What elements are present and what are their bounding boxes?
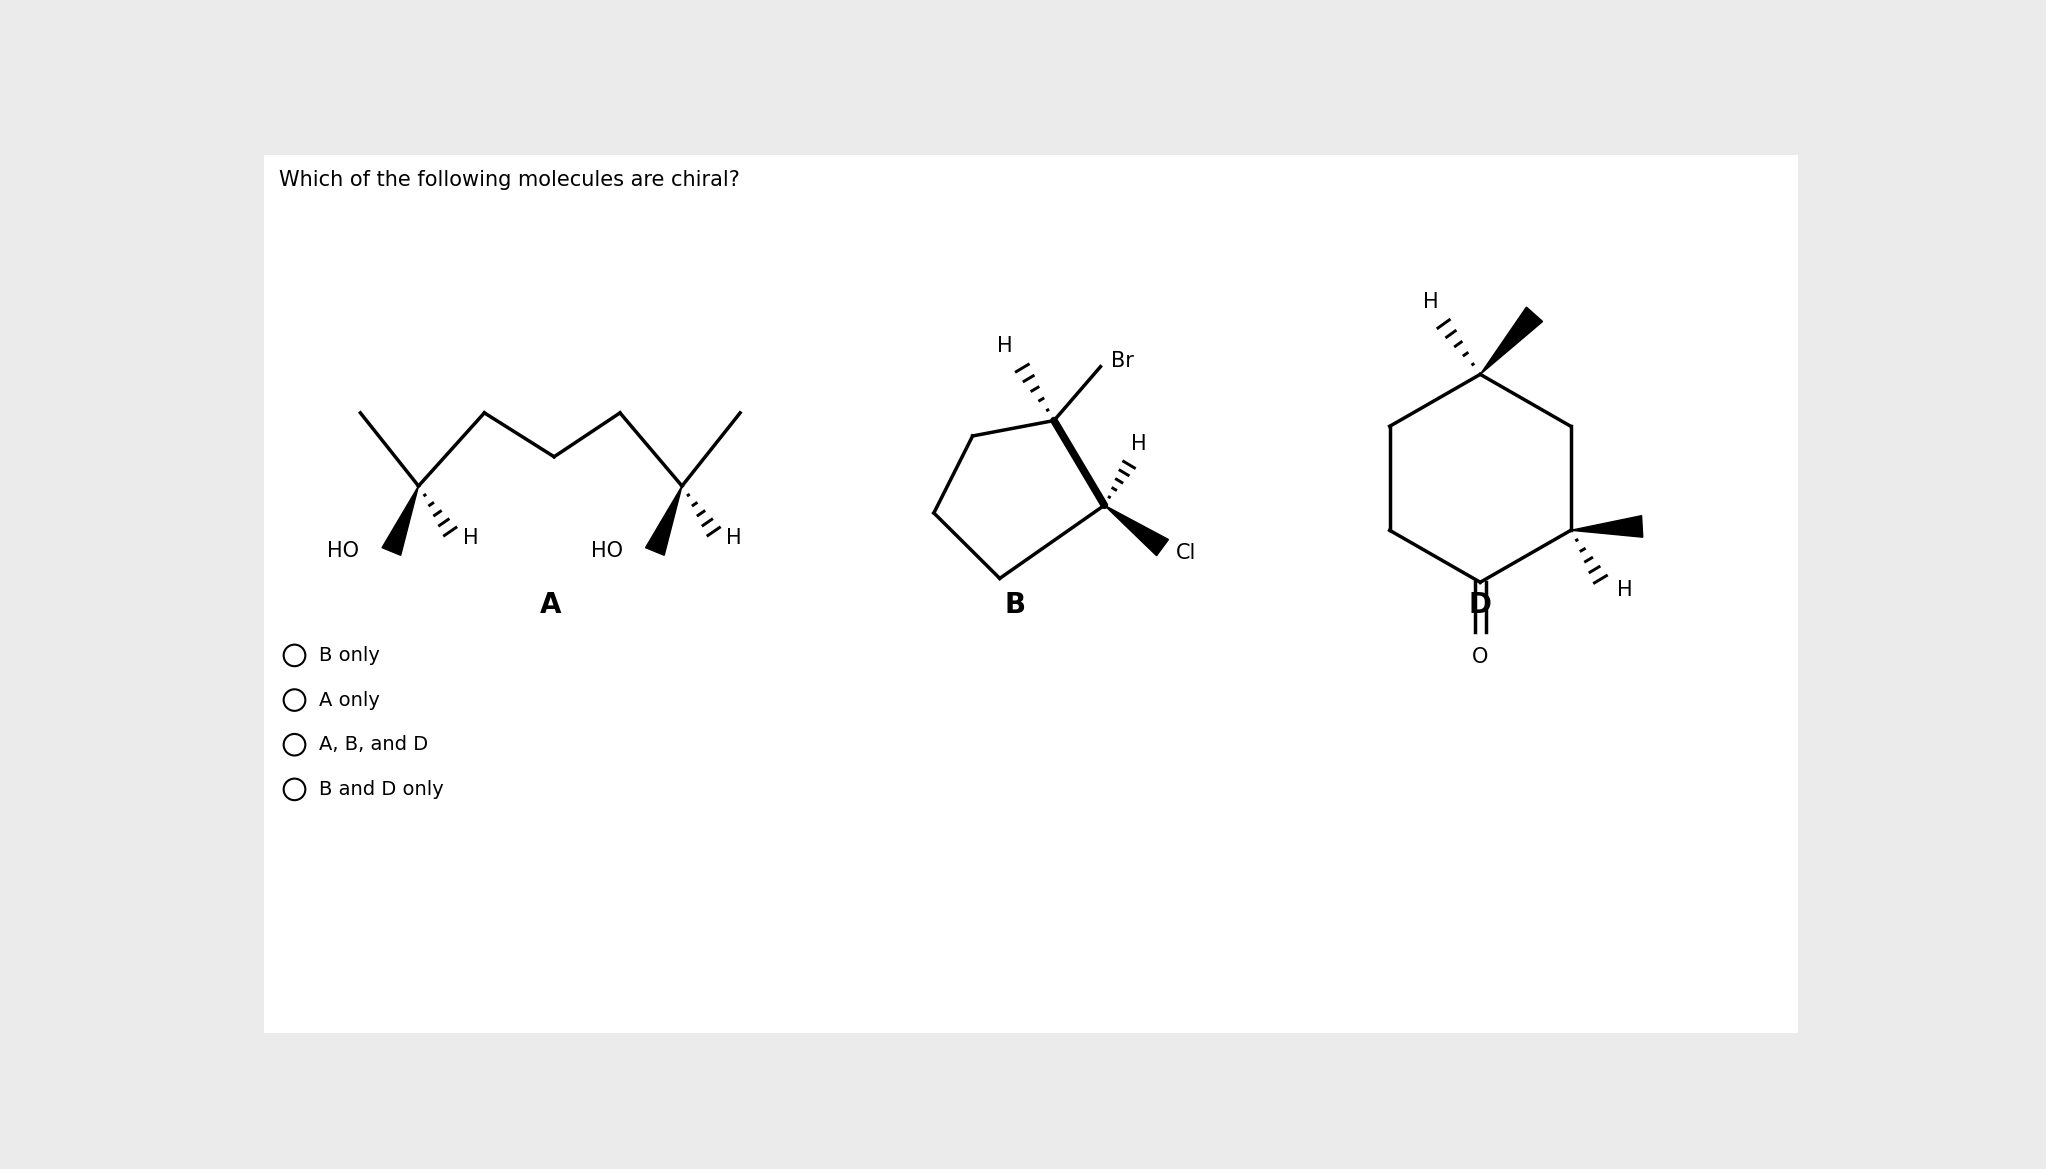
Text: B: B	[1005, 592, 1025, 620]
Text: A: A	[540, 592, 561, 620]
Polygon shape	[1105, 505, 1168, 555]
Text: Cl: Cl	[1176, 542, 1197, 563]
Text: HO: HO	[327, 541, 360, 561]
Text: Br: Br	[1111, 351, 1133, 372]
Text: H: H	[996, 336, 1013, 355]
Text: B and D only: B and D only	[319, 780, 444, 798]
Text: A only: A only	[319, 691, 381, 710]
Polygon shape	[383, 486, 419, 555]
Text: A, B, and D: A, B, and D	[319, 735, 428, 754]
Text: B only: B only	[319, 646, 381, 665]
Text: Which of the following molecules are chiral?: Which of the following molecules are chi…	[278, 171, 741, 191]
Polygon shape	[1479, 307, 1543, 374]
FancyBboxPatch shape	[264, 155, 1798, 1032]
Text: O: O	[1471, 646, 1487, 667]
Text: D: D	[1469, 592, 1492, 620]
Polygon shape	[1571, 516, 1643, 538]
Text: H: H	[1131, 434, 1148, 454]
Text: HO: HO	[591, 541, 622, 561]
Text: H: H	[1616, 580, 1633, 600]
Text: H: H	[726, 527, 743, 547]
Text: H: H	[462, 527, 479, 547]
Text: H: H	[1422, 292, 1438, 312]
Polygon shape	[647, 486, 681, 555]
